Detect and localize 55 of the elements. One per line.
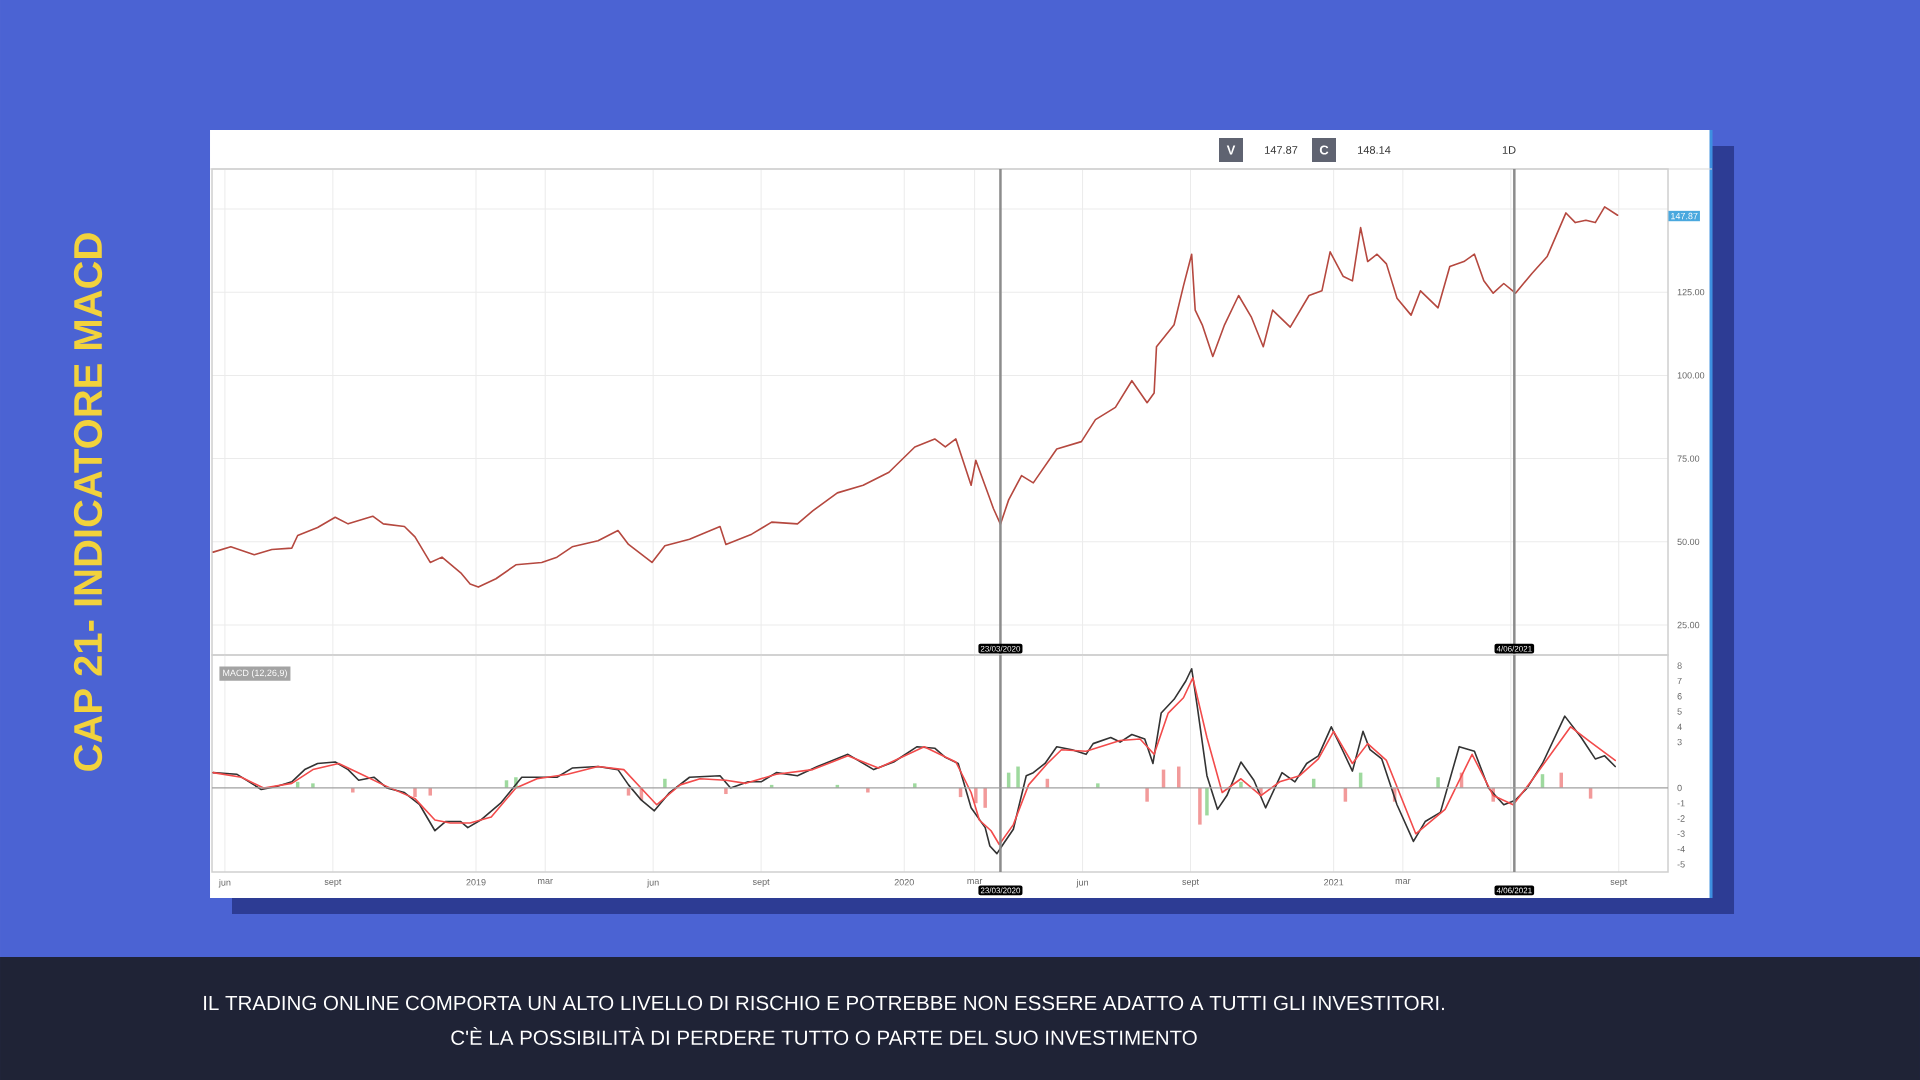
bar	[663, 778, 667, 788]
x-tick-label: 2019	[466, 879, 486, 886]
x-tick-label: jun	[218, 879, 231, 888]
text: IL TRADING ONLINE COMPORTA UN ALTO LIVELLO DI RISCHIO E POTREBBE NON ESSERE ADATTO A TUTTI GLI INVESTITORI.	[204, 995, 1444, 1011]
y-tick-label: 125.00	[1677, 288, 1705, 296]
y-tick-label: 7	[1677, 677, 1682, 685]
bar	[974, 787, 978, 804]
bar	[1177, 766, 1181, 788]
ref-line-label: 4/06/2021	[1496, 887, 1532, 894]
y-tick-label: -3	[1677, 830, 1685, 837]
y-tick-label: 5	[1677, 708, 1682, 715]
y-tick-label: 8	[1677, 662, 1682, 669]
text: 1D	[1502, 146, 1516, 154]
x-tick-label: jun	[1076, 879, 1088, 888]
bar	[1205, 787, 1209, 816]
line-series	[212, 206, 1619, 588]
bar	[413, 787, 417, 798]
text: 147.87	[1265, 146, 1298, 154]
text: V	[1226, 145, 1236, 155]
annotation: 147.87	[1671, 212, 1698, 220]
x-tick-label: 2021	[1324, 879, 1344, 886]
x-tick-label: jun	[646, 879, 659, 888]
x-tick-label: sept	[752, 879, 770, 887]
y-tick-label: 0	[1677, 784, 1682, 792]
bar	[1016, 766, 1020, 788]
x-tick-label: mar	[538, 879, 553, 884]
y-tick-label: 25.00	[1677, 621, 1700, 629]
text: 148.14	[1358, 146, 1391, 154]
x-tick-label: sept	[1610, 879, 1628, 887]
text: C	[1319, 145, 1329, 155]
text: MACD (12,26,9)	[223, 669, 287, 678]
x-tick-label: 2020	[894, 879, 914, 886]
bar	[1436, 777, 1440, 788]
y-tick-label: -5	[1677, 861, 1685, 868]
bar	[1198, 787, 1202, 825]
y-tick-label: -4	[1677, 845, 1685, 853]
y-tick-label: 50.00	[1677, 538, 1700, 546]
ref-line-label: 23/03/2020	[980, 645, 1021, 652]
bar	[983, 787, 987, 808]
y-tick-label: 4	[1677, 723, 1682, 730]
bar	[1145, 787, 1149, 802]
x-tick-label: mar	[967, 879, 983, 884]
text: CAP 21- INDICATORE MACD	[73, 233, 103, 771]
y-tick-label: -2	[1677, 815, 1685, 822]
x-tick-label: sept	[1182, 879, 1199, 887]
y-tick-label: 100.00	[1677, 372, 1705, 379]
y-tick-label: 6	[1677, 693, 1682, 700]
ref-line-label: 23/03/2020	[980, 887, 1021, 894]
y-tick-label: -1	[1677, 800, 1685, 807]
ref-line-label: 4/06/2021	[1496, 645, 1532, 652]
y-tick-label: 3	[1677, 738, 1682, 746]
x-tick-label: mar	[1395, 879, 1411, 884]
x-tick-label: sept	[324, 879, 342, 887]
text: C'È LA POSSIBILITÀ DI PERDERE TUTTO O PARTE DEL SUO INVESTIMENTO	[451, 1027, 1197, 1045]
y-tick-label: 75.00	[1677, 455, 1700, 462]
